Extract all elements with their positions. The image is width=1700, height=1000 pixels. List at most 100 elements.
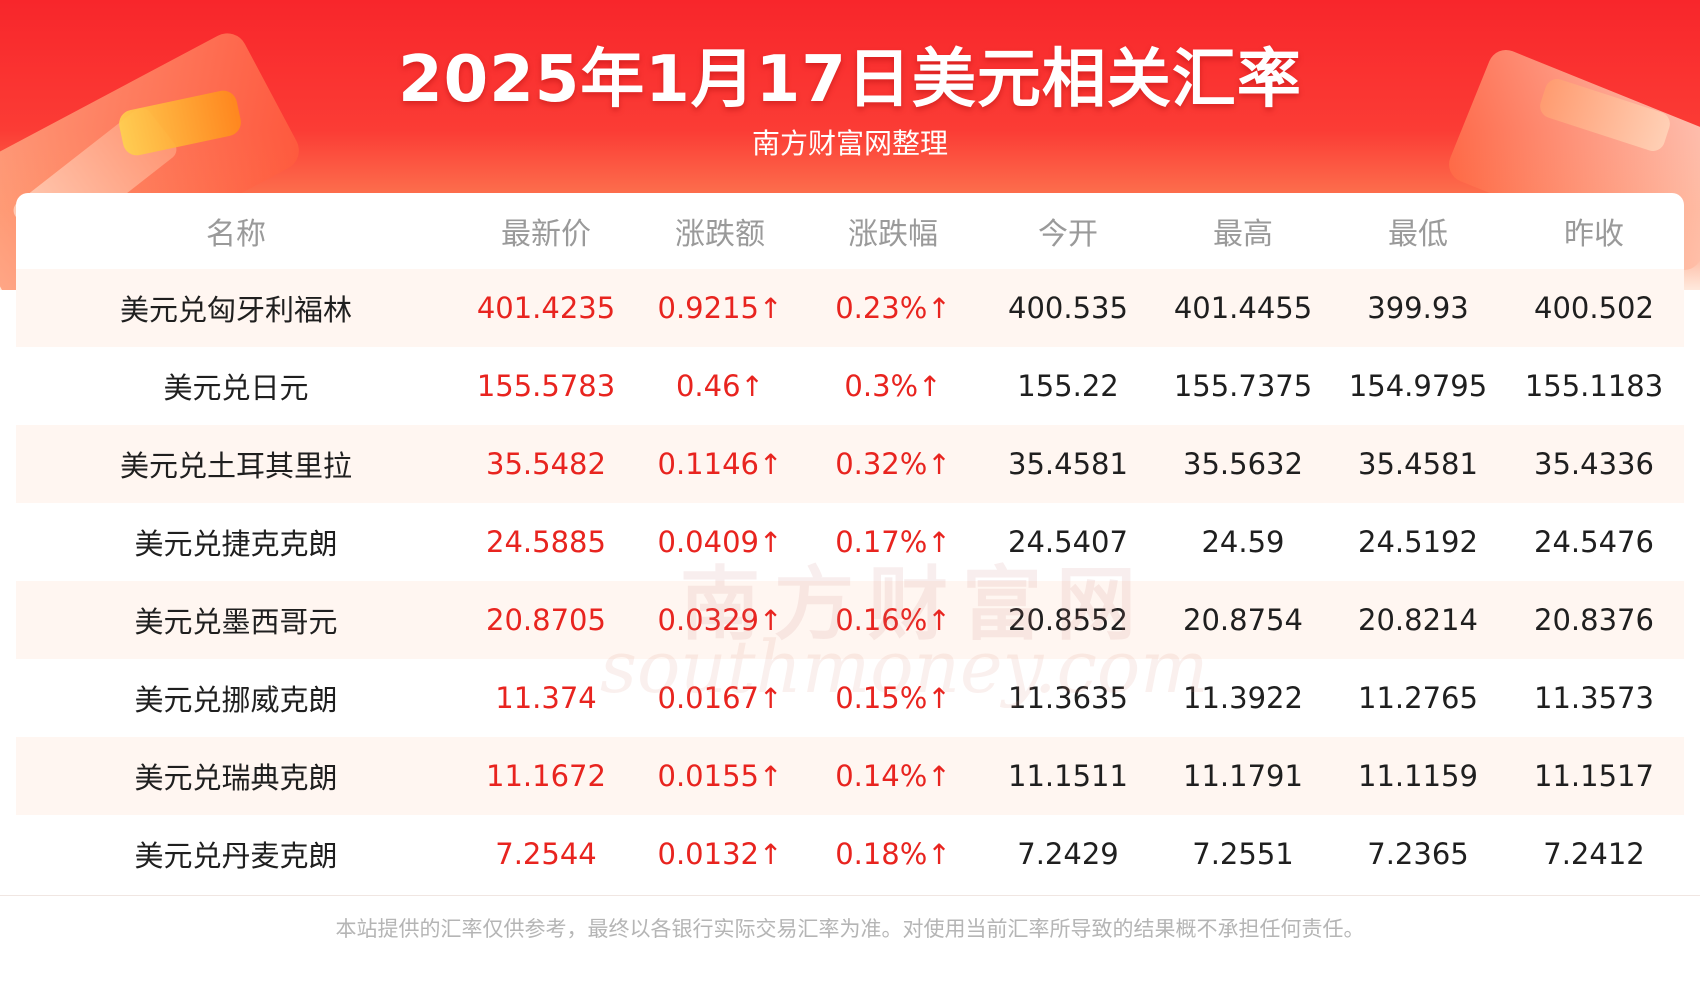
cell-latest-price-value: 24.5885	[486, 525, 606, 559]
cell-low: 7.2365	[1332, 837, 1504, 871]
column-header-change-pct: 涨跌幅	[848, 217, 938, 252]
cell-change-amount-value: 0.0329	[657, 603, 759, 637]
column-header-open: 今开	[1038, 217, 1098, 252]
cell-latest-price-value: 7.2544	[495, 837, 597, 871]
up-arrow-icon: ↑	[759, 526, 783, 559]
table-row: 美元兑日元 155.5783 0.46↑ 0.3%↑ 155.22 155.7375 154…	[16, 347, 1684, 425]
up-arrow-icon: ↑	[927, 448, 951, 481]
cell-high: 11.3922	[1154, 681, 1332, 715]
cell-change-amount: 0.0132↑	[636, 837, 804, 871]
cell-change-percent-value: 0.18%	[835, 837, 928, 871]
table-row: 美元兑匈牙利福林 401.4235 0.9215 ↑ 0.23%↑ 400.535 401.…	[16, 269, 1684, 347]
up-arrow-icon: ↑	[927, 760, 951, 793]
cell-high: 11.1791	[1154, 759, 1332, 793]
cell-prev-close-value: 20.8376	[1534, 603, 1654, 637]
cell-change-percent: 0.32%↑	[804, 447, 982, 481]
cell-latest-price-value: 401.4235	[476, 291, 616, 325]
cell-prev-close: 11.3573	[1504, 681, 1684, 715]
cell-open-value: 7.2429	[1017, 837, 1119, 871]
disclaimer-text: 本站提供的汇率仅供参考，最终以各银行实际交易汇率为准。对使用当前汇率所导致的结果…	[335, 917, 1365, 941]
cell-pair-name: 美元兑墨西哥元	[16, 599, 456, 641]
cell-pair-name-value: 美元兑墨西哥元	[134, 605, 338, 639]
cell-change-amount-value: 0.46	[675, 369, 741, 403]
cell-pair-name: 美元兑瑞典克朗	[16, 755, 456, 797]
cell-change-amount: 0.0167↑	[636, 681, 804, 715]
cell-pair-name-value: 美元兑匈牙利福林	[119, 293, 352, 327]
cell-latest-price: 11.1672	[456, 759, 636, 793]
cell-high-value: 7.2551	[1192, 837, 1294, 871]
cell-change-percent: 0.15%↑	[804, 681, 982, 715]
cell-prev-close-value: 155.1183	[1524, 369, 1664, 403]
cell-prev-close-value: 35.4336	[1534, 447, 1654, 481]
column-header-prev-close: 昨收	[1564, 217, 1624, 252]
cell-prev-close-value: 11.1517	[1534, 759, 1654, 793]
cell-prev-close-value: 400.502	[1534, 291, 1654, 325]
cell-change-amount-value: 0.0167	[657, 681, 759, 715]
cell-pair-name: 美元兑丹麦克朗	[16, 833, 456, 875]
cell-low: 11.1159	[1332, 759, 1504, 793]
cell-change-percent-value: 0.14%	[835, 759, 928, 793]
cell-high: 7.2551	[1154, 837, 1332, 871]
table-row: 美元兑挪威克朗 11.374 0.0167↑ 0.15%↑ 11.3635 11.3922…	[16, 659, 1684, 737]
cell-pair-name: 美元兑挪威克朗	[16, 677, 456, 719]
cell-low-value: 24.5192	[1358, 525, 1478, 559]
cell-low-value: 399.93	[1367, 291, 1469, 325]
up-arrow-icon: ↑	[927, 838, 951, 871]
cell-open: 7.2429	[982, 837, 1154, 871]
cell-open-value: 11.1511	[1008, 759, 1128, 793]
cell-open: 11.1511	[982, 759, 1154, 793]
cell-change-percent-value: 0.15%	[835, 681, 928, 715]
cell-change-amount-value: 0.9215	[657, 291, 759, 325]
up-arrow-icon: ↑	[759, 448, 783, 481]
cell-change-amount: 0.1146↑	[636, 447, 804, 481]
cell-pair-name-value: 美元兑丹麦克朗	[134, 839, 338, 873]
cell-pair-name: 美元兑日元	[16, 365, 456, 407]
table-row: 美元兑丹麦克朗 7.2544 0.0132↑ 0.18%↑ 7.2429 7.2551 7.…	[16, 815, 1684, 893]
cell-high: 35.5632	[1154, 447, 1332, 481]
cell-open-value: 35.4581	[1008, 447, 1128, 481]
up-arrow-icon: ↑	[927, 292, 951, 325]
cell-latest-price-value: 11.1672	[486, 759, 606, 793]
cell-high-value: 11.3922	[1183, 681, 1303, 715]
up-arrow-icon: ↑	[759, 838, 783, 871]
column-header-name: 名称	[206, 217, 266, 252]
column-header-change: 涨跌额	[675, 217, 765, 252]
page-title: 2025年1月17日美元相关汇率	[398, 43, 1302, 117]
up-arrow-icon: ↑	[927, 682, 951, 715]
cell-pair-name-value: 美元兑土耳其里拉	[119, 449, 352, 483]
cell-pair-name-value: 美元兑挪威克朗	[134, 683, 338, 717]
column-header-high: 最高	[1213, 217, 1273, 252]
cell-pair-name: 美元兑匈牙利福林	[16, 287, 456, 329]
cell-change-percent: 0.16%↑	[804, 603, 982, 637]
up-arrow-icon: ↑	[927, 604, 951, 637]
table-row: 美元兑土耳其里拉 35.5482 0.1146↑ 0.32%↑ 35.4581 35.56…	[16, 425, 1684, 503]
cell-change-amount: 0.0409↑	[636, 525, 804, 559]
cell-change-percent: 0.23%↑	[804, 291, 982, 325]
cell-open: 400.535	[982, 291, 1154, 325]
cell-prev-close: 400.502	[1504, 291, 1684, 325]
cell-prev-close-value: 11.3573	[1534, 681, 1654, 715]
table-row: 美元兑捷克克朗 24.5885 0.0409↑ 0.17%↑ 24.5407 24.59 2…	[16, 503, 1684, 581]
column-header-low: 最低	[1388, 217, 1448, 252]
table-row: 美元兑墨西哥元 20.8705 0.0329↑ 0.16%↑ 20.8552 20.875…	[16, 581, 1684, 659]
table-row: 美元兑瑞典克朗 11.1672 0.0155↑ 0.14%↑ 11.1511 11.179…	[16, 737, 1684, 815]
cell-high-value: 35.5632	[1183, 447, 1303, 481]
cell-change-percent: 0.17%↑	[804, 525, 982, 559]
cell-latest-price: 35.5482	[456, 447, 636, 481]
cell-prev-close-value: 24.5476	[1534, 525, 1654, 559]
cell-latest-price-value: 11.374	[495, 681, 597, 715]
cell-high: 24.59	[1154, 525, 1332, 559]
cell-open: 155.22	[982, 369, 1154, 403]
cell-change-percent-value: 0.32%	[835, 447, 928, 481]
cell-change-percent-value: 0.17%	[835, 525, 928, 559]
cell-low: 24.5192	[1332, 525, 1504, 559]
cell-high-value: 401.4455	[1173, 291, 1313, 325]
up-arrow-icon: ↑	[759, 682, 783, 715]
cell-change-amount: 0.0155↑	[636, 759, 804, 793]
cell-latest-price: 7.2544	[456, 837, 636, 871]
cell-change-percent: 0.14%↑	[804, 759, 982, 793]
cell-high-value: 24.59	[1201, 525, 1285, 559]
cell-prev-close: 11.1517	[1504, 759, 1684, 793]
cell-high-value: 155.7375	[1173, 369, 1313, 403]
cell-low-value: 11.2765	[1358, 681, 1478, 715]
